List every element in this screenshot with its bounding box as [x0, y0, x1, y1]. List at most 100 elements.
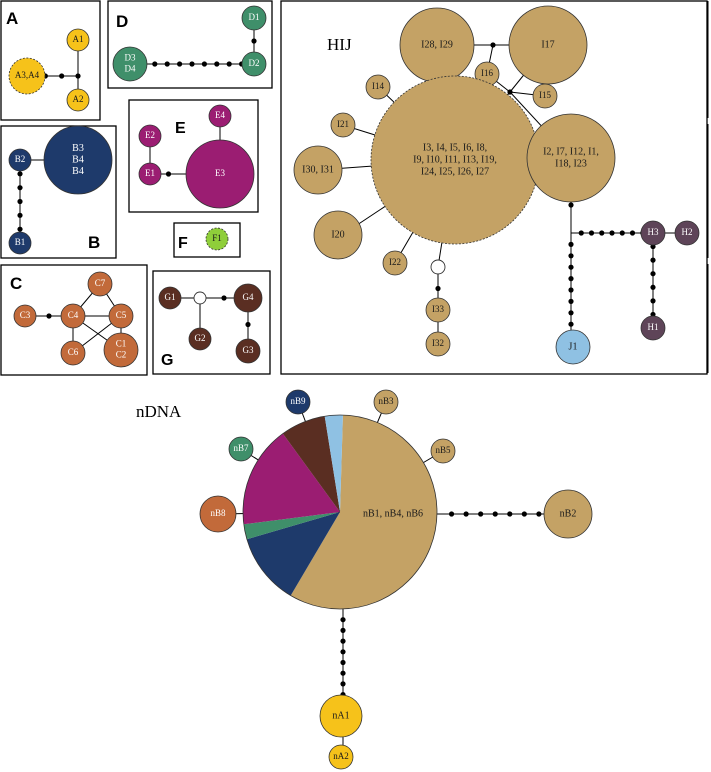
- mutation-step-dot: [189, 61, 195, 67]
- missing-haplotype-node: [193, 291, 207, 305]
- haplotype-label: G4: [243, 292, 254, 302]
- haplotype-label: B4: [72, 166, 84, 177]
- mutation-step-dot: [650, 298, 656, 304]
- haplotype-label: E2: [145, 130, 155, 140]
- pie-slice-lightblue: [324, 415, 343, 512]
- haplotype-label: B1: [15, 237, 26, 247]
- haplotype-node: [103, 332, 139, 368]
- haplotype-label: nB9: [290, 396, 306, 406]
- mutation-step-dot: [650, 257, 656, 263]
- haplotype-node: [382, 250, 408, 276]
- haplotype-label: I9, I10, I11, I13, I19,: [413, 154, 497, 165]
- haplotype-label: H3: [648, 227, 659, 237]
- haplotype-node: [158, 286, 182, 310]
- mutation-step-dot: [568, 287, 574, 293]
- haplotype-label: C5: [116, 310, 127, 320]
- mutation-step-dot: [177, 61, 183, 67]
- panel-b-frame: [0, 125, 117, 259]
- haplotype-node: [60, 303, 86, 329]
- mutation-step-dot: [17, 185, 23, 191]
- panel-g-frame: [152, 270, 271, 375]
- haplotype-node: [87, 271, 113, 297]
- haplotype-node: [640, 315, 666, 341]
- haplotype-node: [108, 303, 134, 329]
- mutation-step-dot: [588, 230, 595, 236]
- panel-hij-frame: [280, 0, 708, 375]
- haplotype-label: C6: [68, 347, 79, 357]
- haplotype-label: C3: [20, 310, 31, 320]
- mutation-step-dot: [435, 285, 441, 292]
- panel-letter: G: [161, 352, 173, 369]
- mutation-step-dot: [507, 511, 513, 517]
- mutation-step-dot: [221, 295, 227, 301]
- haplotype-node: [640, 220, 666, 246]
- haplotype-label: C1: [116, 339, 127, 349]
- haplotype-node: [188, 327, 212, 351]
- mutation-step-dot: [46, 313, 52, 319]
- haplotype-label: A2: [73, 94, 84, 104]
- haplotype-node: [373, 389, 399, 415]
- haplotype-label: nB5: [435, 445, 451, 455]
- haplotype-label: C7: [95, 278, 106, 288]
- mutation-step-dot: [609, 230, 615, 236]
- median-vector-dot: [75, 73, 81, 79]
- haplotype-label: I32: [432, 338, 444, 348]
- haplotype-label: E3: [215, 168, 225, 178]
- haplotype-label: I2, I7, I12, I1,: [543, 146, 599, 157]
- mutation-step-dot: [650, 284, 656, 290]
- panel-letter: A: [6, 9, 18, 28]
- haplotype-node: [241, 51, 267, 77]
- pie-outline: [242, 414, 438, 610]
- mutation-step-dot: [629, 230, 636, 236]
- panel-letter: F: [178, 235, 188, 252]
- pie-slice-brown: [282, 416, 340, 512]
- mutation-step-dot: [165, 171, 172, 177]
- haplotype-label: I14: [372, 81, 384, 91]
- haplotype-label: A3,A4: [15, 70, 40, 80]
- mutation-step-dot: [521, 511, 527, 517]
- panel-a-frame: [0, 0, 101, 121]
- haplotype-label: I24, I25, I26, I27: [421, 166, 489, 177]
- missing-haplotype-node: [430, 259, 446, 275]
- mutation-step-dot: [619, 230, 625, 236]
- panel-c-frame: [0, 264, 148, 376]
- haplotype-node: [8, 148, 32, 172]
- haplotype-node: [66, 88, 90, 112]
- mutation-step-dot: [17, 226, 23, 232]
- haplotype-label: I28, I29: [421, 39, 453, 50]
- haplotype-node: [233, 283, 263, 313]
- mutation-step-dot: [650, 271, 656, 277]
- mutation-step-dot: [17, 212, 23, 218]
- haplotype-node: [543, 489, 593, 539]
- panel-title: HIJ: [327, 35, 352, 54]
- haplotype-node: [328, 744, 354, 770]
- mutation-step-dot: [568, 241, 574, 247]
- haplotype-label: F1: [212, 233, 222, 243]
- mutation-step-dot: [226, 61, 232, 67]
- haplotype-label: B3: [72, 143, 84, 154]
- panel-f-frame: [173, 222, 241, 258]
- haplotype-label: nB1, nB4, nB6: [363, 508, 423, 519]
- haplotype-label: I18, I23: [555, 158, 587, 169]
- haplotype-label: nB2: [560, 508, 577, 519]
- haplotype-label: H1: [648, 322, 659, 332]
- mutation-step-dot: [568, 298, 574, 304]
- haplotype-label: B2: [15, 154, 26, 164]
- haplotype-node: [532, 83, 558, 109]
- haplotype-node: [208, 104, 232, 128]
- mutation-step-dot: [568, 276, 574, 282]
- haplotype-node: [365, 74, 391, 100]
- mutation-step-dot: [448, 511, 455, 517]
- haplotype-label: D2: [249, 58, 260, 68]
- haplotype-label: G1: [165, 292, 176, 302]
- mutation-step-dot: [164, 61, 170, 67]
- mutation-step-dot: [340, 638, 346, 644]
- haplotype-label: nA1: [332, 710, 349, 721]
- mutation-step-dot: [340, 659, 346, 666]
- panel-e-frame: [128, 99, 259, 213]
- pie-slice-magenta: [243, 433, 340, 525]
- haplotype-node: [185, 139, 255, 209]
- haplotype-node: [138, 124, 162, 148]
- haplotype-node: [60, 340, 86, 366]
